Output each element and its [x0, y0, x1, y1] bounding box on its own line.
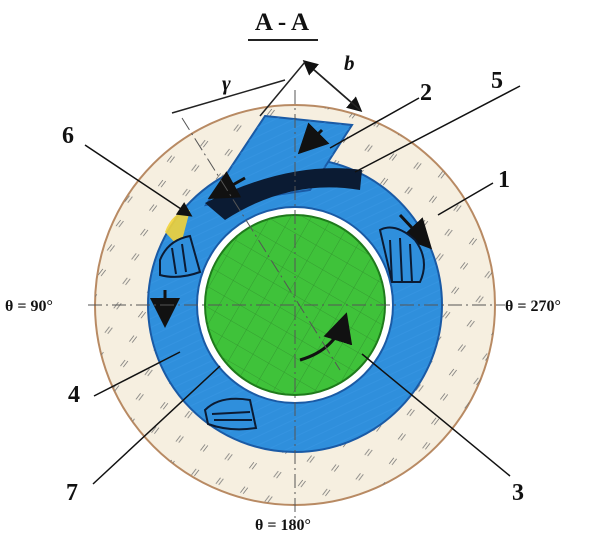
- shaft-rotation-arrow: [299, 312, 353, 362]
- inlet-flow-arrow: [297, 122, 330, 155]
- dimension-lines: [171, 60, 363, 117]
- angle-symbol: γ: [222, 71, 231, 95]
- part-label-4: 4: [68, 382, 80, 408]
- part-label-5: 5: [491, 68, 503, 94]
- angle-label-bottom: θ = 180°: [255, 517, 311, 534]
- angle-label-right: θ = 270°: [505, 298, 561, 315]
- part-label-2: 2: [420, 80, 432, 106]
- pocket-right: [378, 226, 425, 283]
- pocket-left: [159, 234, 202, 278]
- pocket-bottom: [203, 397, 258, 431]
- flow-arrows: [150, 122, 433, 362]
- part-label-7: 7: [66, 480, 78, 506]
- flow-band: [205, 168, 362, 220]
- section-title: A - A: [255, 9, 309, 36]
- right-channel-arrow: [398, 213, 433, 250]
- channel-flow-arrow: [207, 171, 246, 199]
- part-label-3: 3: [512, 480, 524, 506]
- yellow-patch: [165, 210, 190, 248]
- centerlines: [88, 90, 505, 525]
- angle-label-left: θ = 90°: [5, 298, 53, 315]
- part-label-6: 6: [62, 123, 74, 149]
- part-label-1: 1: [498, 167, 510, 193]
- shaft: [204, 214, 386, 396]
- callout-leaders: [84, 85, 521, 485]
- width-symbol: b: [344, 51, 355, 75]
